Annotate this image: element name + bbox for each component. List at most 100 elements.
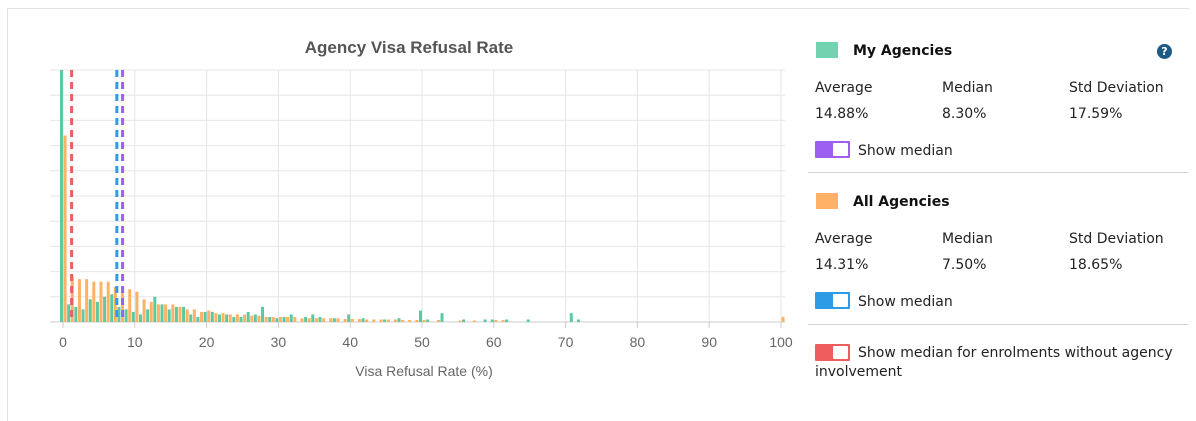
bar-all-agencies [408, 319, 412, 322]
bar-all-agencies [365, 319, 369, 322]
bar-my-agencies [189, 314, 193, 322]
my-median-label: Median [942, 80, 993, 96]
x-tick-label: 60 [486, 334, 502, 350]
chart-card [7, 8, 1189, 421]
bar-my-agencies [275, 318, 279, 322]
bar-my-agencies [210, 311, 214, 322]
bar-all-agencies [286, 316, 290, 322]
chart-grid [50, 69, 785, 323]
bar-all-agencies [228, 314, 232, 322]
bar-my-agencies [110, 294, 114, 322]
bar-my-agencies [304, 316, 308, 322]
bar-my-agencies [440, 313, 444, 322]
all-agencies-swatch [816, 193, 838, 209]
bar-all-agencies [121, 289, 125, 322]
bar-my-agencies [361, 318, 365, 322]
x-axis-label: Visa Refusal Rate (%) [355, 363, 492, 379]
bar-all-agencies [357, 318, 361, 322]
my-agencies-title: My Agencies [853, 43, 953, 59]
bar-all-agencies [128, 289, 132, 322]
all-median-label: Median [942, 231, 993, 247]
bar-all-agencies [235, 314, 239, 322]
x-tick-label: 80 [630, 334, 646, 350]
bar-my-agencies [95, 301, 99, 322]
bar-my-agencies [483, 319, 487, 322]
bar-my-agencies [88, 299, 92, 322]
bar-all-agencies [350, 318, 354, 322]
bar-my-agencies [490, 319, 494, 322]
my-median-value: 8.30% [942, 106, 987, 122]
bar-all-agencies [164, 304, 168, 322]
bar-my-agencies [347, 314, 351, 322]
bar-all-agencies [106, 281, 110, 322]
help-icon[interactable]: ? [1157, 44, 1172, 59]
bar-all-agencies [171, 304, 175, 322]
my-average-value: 14.88% [815, 106, 869, 122]
bar-all-agencies [472, 320, 476, 322]
bar-my-agencies [268, 316, 272, 322]
bar-all-agencies [192, 309, 196, 322]
bar-my-agencies [167, 309, 171, 322]
bar-all-agencies [336, 318, 340, 322]
all-std-value: 18.65% [1069, 257, 1123, 273]
bar-my-agencies [103, 296, 107, 322]
bar-all-agencies [271, 316, 275, 322]
all-show-median-toggle[interactable] [815, 292, 850, 309]
bar-all-agencies [214, 313, 218, 322]
bar-all-agencies [436, 319, 440, 322]
my-agencies-swatch [816, 42, 838, 58]
bar-all-agencies [422, 319, 426, 322]
bar-all-agencies [372, 319, 376, 322]
bar-my-agencies [146, 309, 150, 322]
bar-my-agencies [311, 314, 315, 322]
bar-all-agencies [99, 281, 103, 322]
bar-my-agencies [81, 309, 85, 322]
x-tick-label: 70 [558, 334, 574, 350]
bar-all-agencies [200, 311, 204, 322]
bar-all-agencies [386, 319, 390, 322]
bar-all-agencies [243, 314, 247, 322]
bar-my-agencies [261, 306, 265, 322]
bar-my-agencies [153, 296, 157, 322]
bar-my-agencies [67, 304, 71, 322]
bar-my-agencies [60, 70, 63, 322]
all-average-label: Average [815, 231, 873, 247]
bar-my-agencies [526, 319, 530, 322]
bar-my-agencies [196, 316, 200, 322]
bar-my-agencies [239, 316, 243, 322]
bar-all-agencies [63, 135, 67, 322]
bar-all-agencies [307, 318, 311, 322]
bar-my-agencies [282, 316, 286, 322]
bar-all-agencies [501, 319, 505, 322]
my-show-median-toggle[interactable] [815, 141, 850, 158]
bar-all-agencies [221, 313, 225, 322]
section-divider [808, 324, 1189, 325]
bar-my-agencies [160, 304, 164, 322]
x-axis-ticks: 0 10 20 30 40 50 60 70 80 90 100 [59, 322, 793, 350]
bar-all-agencies [207, 310, 211, 322]
no-agency-show-median-label-cont: involvement [815, 364, 903, 380]
x-tick-label: 30 [271, 334, 287, 350]
bar-my-agencies [174, 306, 178, 322]
bar-my-agencies [462, 319, 466, 322]
my-std-value: 17.59% [1069, 106, 1123, 122]
bar-my-agencies [397, 318, 401, 322]
statistics-panel: ? My Agencies Average Median Std Deviati… [808, 28, 1189, 421]
bar-all-agencies [149, 301, 153, 322]
my-average-label: Average [815, 80, 873, 96]
bar-my-agencies [131, 311, 135, 322]
all-agencies-title: All Agencies [853, 194, 950, 210]
bar-my-agencies [138, 314, 142, 322]
bar-all-agencies [393, 319, 397, 322]
bar-my-agencies [217, 314, 221, 322]
no-agency-show-median-toggle[interactable] [815, 344, 850, 361]
bar-my-agencies [246, 311, 250, 322]
bar-my-agencies [569, 313, 573, 322]
bar-all-agencies [322, 318, 326, 322]
bar-all-agencies [379, 319, 383, 322]
all-average-value: 14.31% [815, 257, 869, 273]
bar-all-agencies [85, 279, 89, 322]
bar-my-agencies [232, 316, 236, 322]
bar-all-agencies [314, 318, 318, 322]
chart-title: Agency Visa Refusal Rate [305, 38, 514, 57]
